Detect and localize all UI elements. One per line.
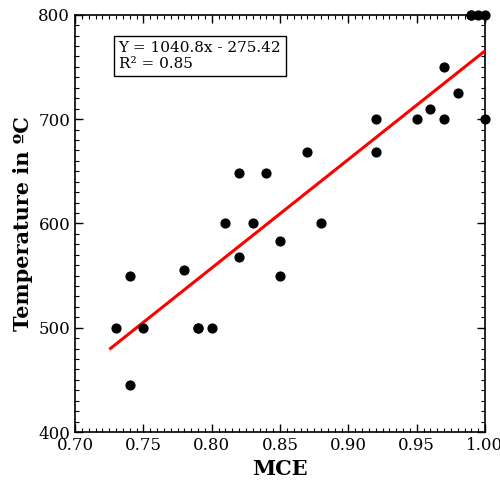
Y-axis label: Temperature in ºC: Temperature in ºC: [12, 116, 32, 331]
Point: [276, 237, 284, 245]
Point: [454, 89, 462, 97]
Point: [276, 272, 284, 279]
Point: [222, 219, 230, 227]
Point: [235, 253, 243, 261]
X-axis label: MCE: MCE: [252, 460, 308, 480]
Point: [262, 169, 270, 177]
Point: [112, 324, 120, 332]
Point: [140, 324, 147, 332]
Point: [194, 324, 202, 332]
Point: [412, 115, 420, 123]
Point: [468, 11, 475, 19]
Point: [248, 219, 256, 227]
Point: [304, 149, 312, 157]
Point: [440, 115, 448, 123]
Point: [194, 324, 202, 332]
Point: [372, 149, 380, 157]
Point: [317, 219, 325, 227]
Point: [208, 324, 216, 332]
Point: [180, 267, 188, 274]
Point: [481, 11, 489, 19]
Point: [372, 115, 380, 123]
Point: [440, 63, 448, 71]
Point: [126, 272, 134, 279]
Point: [235, 169, 243, 177]
Point: [426, 105, 434, 112]
Point: [481, 115, 489, 123]
Point: [474, 11, 482, 19]
Point: [468, 11, 475, 19]
Point: [126, 381, 134, 389]
Text: Y = 1040.8x - 275.42
R² = 0.85: Y = 1040.8x - 275.42 R² = 0.85: [118, 41, 282, 71]
